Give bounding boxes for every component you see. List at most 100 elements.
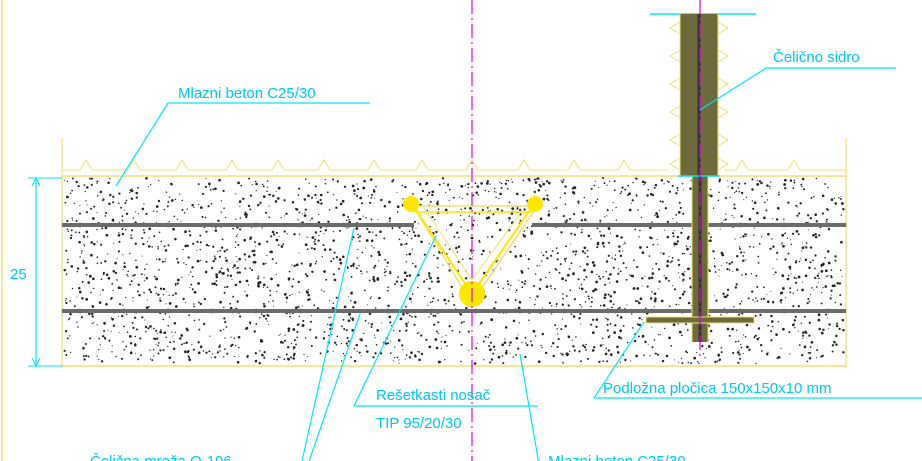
aggregate-speck bbox=[343, 327, 346, 331]
mesh-cross-bar-dot bbox=[297, 222, 303, 228]
aggregate-speck bbox=[487, 336, 490, 338]
aggregate-speck bbox=[641, 334, 645, 338]
aggregate-speck bbox=[306, 291, 309, 294]
aggregate-speck bbox=[417, 223, 420, 225]
aggregate-speck bbox=[643, 204, 645, 206]
aggregate-speck bbox=[681, 182, 684, 185]
aggregate-speck bbox=[318, 234, 320, 237]
aggregate-speck bbox=[681, 293, 685, 296]
aggregate-speck bbox=[374, 352, 377, 355]
aggregate-speck bbox=[446, 345, 448, 347]
aggregate-speck bbox=[96, 324, 98, 326]
aggregate-speck bbox=[608, 241, 610, 244]
aggregate-speck bbox=[205, 178, 207, 180]
aggregate-speck bbox=[343, 355, 346, 357]
aggregate-speck bbox=[140, 354, 142, 356]
aggregate-speck bbox=[707, 345, 711, 348]
aggregate-speck bbox=[330, 260, 333, 263]
aggregate-speck bbox=[830, 294, 832, 296]
aggregate-speck bbox=[434, 314, 437, 317]
aggregate-speck bbox=[795, 260, 798, 262]
aggregate-speck bbox=[86, 236, 89, 238]
aggregate-speck bbox=[369, 297, 372, 300]
aggregate-speck bbox=[678, 296, 682, 300]
aggregate-speck bbox=[567, 335, 571, 339]
aggregate-speck bbox=[90, 312, 94, 315]
mesh-cross-bar-dot bbox=[561, 222, 567, 228]
aggregate-speck bbox=[586, 220, 588, 222]
aggregate-speck bbox=[638, 316, 641, 320]
aggregate-speck bbox=[384, 258, 387, 261]
aggregate-speck bbox=[311, 270, 314, 274]
aggregate-speck bbox=[761, 195, 763, 198]
aggregate-speck bbox=[66, 261, 69, 264]
aggregate-speck bbox=[359, 196, 363, 200]
aggregate-speck bbox=[263, 304, 266, 308]
aggregate-speck bbox=[696, 360, 699, 363]
aggregate-speck bbox=[783, 218, 785, 220]
aggregate-speck bbox=[405, 242, 408, 245]
aggregate-speck bbox=[76, 270, 79, 273]
aggregate-speck bbox=[230, 345, 233, 348]
aggregate-speck bbox=[368, 230, 371, 234]
aggregate-speck bbox=[464, 185, 466, 187]
aggregate-speck bbox=[813, 276, 817, 279]
aggregate-speck bbox=[335, 296, 338, 299]
aggregate-speck bbox=[261, 313, 263, 315]
aggregate-speck bbox=[551, 313, 553, 315]
aggregate-speck bbox=[769, 247, 772, 250]
label-text-girder-type: TIP 95/20/30 bbox=[376, 415, 462, 432]
aggregate-speck bbox=[392, 360, 394, 362]
aggregate-speck bbox=[716, 360, 719, 362]
aggregate-speck bbox=[251, 269, 254, 272]
aggregate-speck bbox=[754, 314, 757, 317]
aggregate-speck bbox=[223, 207, 225, 209]
anchor-grout-teeth-right bbox=[717, 21, 729, 171]
aggregate-speck bbox=[458, 196, 461, 198]
aggregate-speck bbox=[122, 268, 124, 271]
aggregate-speck bbox=[460, 226, 463, 228]
aggregate-speck bbox=[463, 218, 465, 221]
aggregate-speck bbox=[734, 208, 737, 210]
aggregate-speck bbox=[225, 259, 228, 262]
aggregate-speck bbox=[405, 329, 408, 332]
aggregate-speck bbox=[755, 362, 757, 365]
aggregate-speck bbox=[726, 312, 728, 314]
mesh-cross-bar-dot bbox=[429, 308, 435, 314]
girder-web-left bbox=[411, 203, 473, 295]
aggregate-speck bbox=[466, 183, 469, 185]
aggregate-speck bbox=[249, 208, 252, 211]
aggregate-speck bbox=[622, 243, 624, 245]
aggregate-speck bbox=[209, 335, 211, 337]
aggregate-speck bbox=[377, 218, 379, 221]
aggregate-speck bbox=[373, 279, 376, 283]
aggregate-speck bbox=[591, 318, 595, 321]
aggregate-speck bbox=[840, 214, 843, 216]
aggregate-speck bbox=[236, 300, 239, 303]
aggregate-speck bbox=[526, 343, 529, 347]
aggregate-speck bbox=[466, 229, 469, 232]
aggregate-speck bbox=[141, 316, 144, 319]
aggregate-speck bbox=[277, 355, 280, 358]
mesh-cross-bar-dot bbox=[209, 222, 215, 228]
aggregate-speck bbox=[98, 348, 100, 351]
aggregate-speck bbox=[750, 273, 753, 275]
aggregate-speck bbox=[187, 256, 190, 259]
aggregate-speck bbox=[561, 353, 564, 356]
aggregate-speck bbox=[418, 351, 420, 353]
aggregate-speck bbox=[68, 318, 70, 321]
aggregate-speck bbox=[809, 246, 813, 249]
aggregate-speck bbox=[275, 231, 278, 234]
aggregate-speck bbox=[304, 273, 307, 276]
aggregate-speck bbox=[842, 328, 845, 332]
aggregate-speck bbox=[815, 177, 818, 180]
aggregate-speck bbox=[717, 199, 720, 202]
aggregate-speck bbox=[734, 238, 736, 240]
aggregate-speck bbox=[820, 265, 823, 268]
aggregate-speck bbox=[394, 346, 396, 348]
aggregate-speck bbox=[710, 329, 713, 333]
aggregate-speck bbox=[188, 355, 190, 358]
aggregate-speck bbox=[554, 268, 557, 270]
aggregate-speck bbox=[340, 360, 343, 362]
aggregate-speck bbox=[76, 296, 78, 298]
